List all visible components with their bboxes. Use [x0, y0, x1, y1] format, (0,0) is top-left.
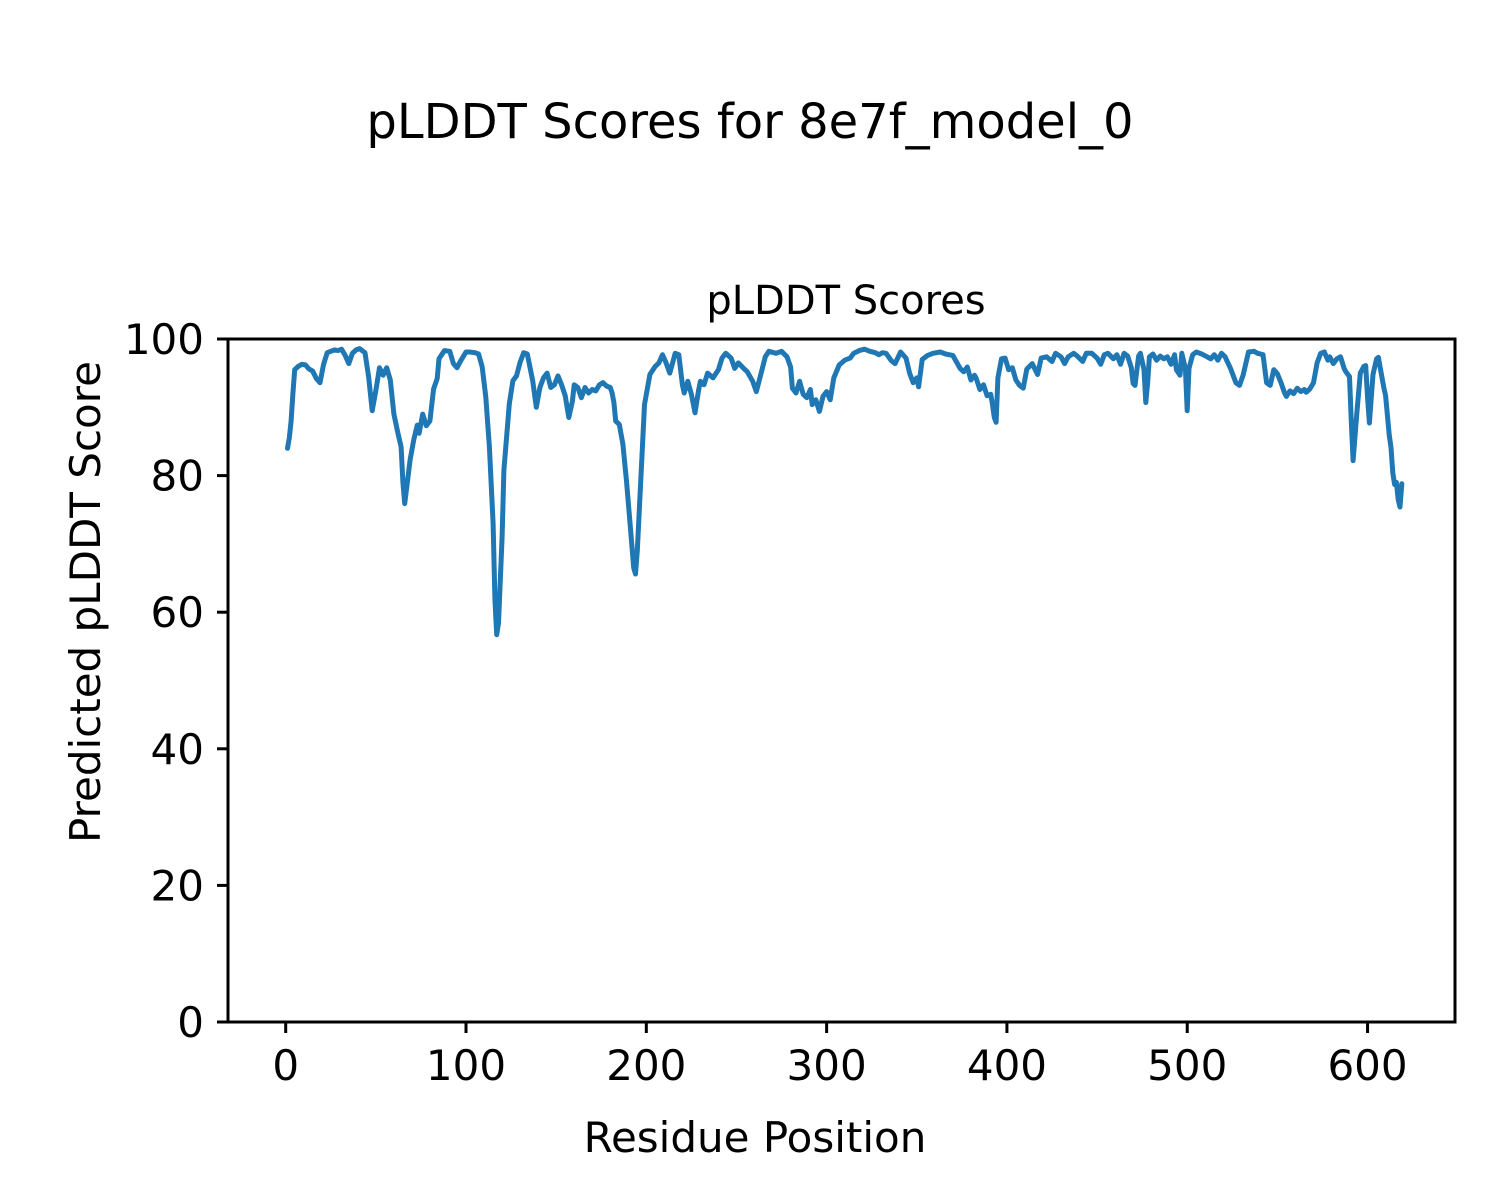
- axes-title: pLDDT Scores: [706, 278, 985, 324]
- y-tick-label: 20: [151, 861, 204, 910]
- x-axis-label: Residue Position: [584, 1113, 927, 1162]
- x-tick-label: 500: [1147, 1041, 1227, 1090]
- plddt-line: [285, 346, 1405, 638]
- y-axis-label: Predicted pLDDT Score: [61, 361, 110, 843]
- x-tick-label: 600: [1327, 1041, 1407, 1090]
- axes-layer: 0 100 200 300 400 500 600 0 20 40 60 80 100: [124, 315, 1457, 1090]
- y-tick-label: 0: [177, 998, 204, 1047]
- figure-title: pLDDT Scores for 8e7f_model_0: [366, 94, 1133, 150]
- axes-spines: [226, 337, 1457, 1024]
- x-tick-label: 0: [272, 1041, 299, 1090]
- x-tick-label: 300: [787, 1041, 867, 1090]
- y-tick-label: 40: [151, 725, 204, 774]
- x-tick-label: 100: [426, 1041, 506, 1090]
- y-tick-label: 80: [151, 452, 204, 501]
- y-tick-label: 100: [124, 315, 204, 364]
- x-tick-label: 400: [967, 1041, 1047, 1090]
- y-tick-label: 60: [151, 588, 204, 637]
- x-tick-label: 200: [606, 1041, 686, 1090]
